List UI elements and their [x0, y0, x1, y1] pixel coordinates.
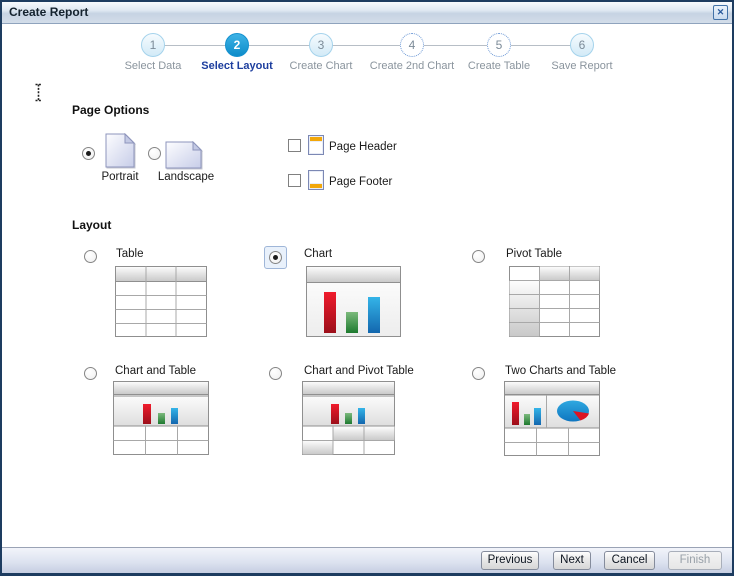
page-footer-checkbox[interactable] — [288, 174, 301, 187]
layout-pivot-table-thumbnail[interactable] — [509, 266, 600, 342]
layout-chart-and-pivot-radio[interactable] — [269, 367, 282, 380]
landscape-page-icon[interactable] — [165, 140, 203, 174]
step-create-2nd-chart: 4 Create 2nd Chart — [352, 33, 472, 72]
step-5-label: Create Table — [467, 60, 531, 72]
layout-chart-thumbnail[interactable] — [306, 266, 401, 342]
dialog-content: 1 Select Data 2 Select Layout 3 Create C… — [2, 24, 732, 547]
finish-button[interactable]: Finish — [668, 551, 722, 570]
step-select-data: 1 Select Data — [93, 33, 213, 72]
layout-chart-radio[interactable] — [269, 251, 282, 264]
dialog-titlebar: Create Report ✕ — [2, 2, 732, 24]
page-options-heading: Page Options — [72, 103, 150, 117]
layout-table-thumbnail[interactable] — [115, 266, 207, 342]
layout-chart-focus — [264, 246, 287, 269]
step-4-circle: 4 — [400, 33, 424, 57]
layout-table-label[interactable]: Table — [116, 248, 144, 260]
step-3-circle: 3 — [309, 33, 333, 57]
layout-two-charts-and-table-label[interactable]: Two Charts and Table — [505, 365, 617, 377]
portrait-radio[interactable] — [82, 147, 95, 160]
layout-pivot-table-label[interactable]: Pivot Table — [506, 248, 563, 260]
step-6-label: Save Report — [551, 60, 613, 72]
layout-chart-label[interactable]: Chart — [304, 248, 333, 260]
step-save-report: 6 Save Report — [522, 33, 642, 72]
step-create-table: 5 Create Table — [439, 33, 559, 72]
landscape-radio[interactable] — [148, 147, 161, 160]
layout-chart-and-table-label[interactable]: Chart and Table — [115, 365, 196, 377]
layout-two-charts-and-table-thumbnail[interactable] — [504, 381, 600, 461]
step-5-circle: 5 — [487, 33, 511, 57]
step-6-circle: 6 — [570, 33, 594, 57]
cancel-button[interactable]: Cancel — [604, 551, 655, 570]
dialog-footer: Previous Next Cancel Finish — [2, 547, 732, 573]
step-4-label: Create 2nd Chart — [369, 60, 455, 72]
page-footer-icon — [308, 170, 324, 195]
layout-chart-and-table-radio[interactable] — [84, 367, 97, 380]
layout-table-radio[interactable] — [84, 250, 97, 263]
landscape-label[interactable]: Landscape — [157, 171, 215, 183]
steps-connector — [153, 45, 582, 46]
portrait-page-icon[interactable] — [105, 132, 136, 173]
close-icon[interactable]: ✕ — [713, 5, 728, 20]
text-cursor-icon — [32, 83, 45, 108]
page-header-label[interactable]: Page Header — [329, 141, 397, 153]
layout-chart-and-table-thumbnail[interactable] — [113, 381, 209, 460]
page-header-checkbox[interactable] — [288, 139, 301, 152]
dialog-title: Create Report — [9, 5, 89, 19]
next-button[interactable]: Next — [553, 551, 591, 570]
layout-two-charts-and-table-radio[interactable] — [472, 367, 485, 380]
step-create-chart: 3 Create Chart — [261, 33, 381, 72]
step-2-label: Select Layout — [201, 60, 273, 72]
step-2-circle: 2 — [225, 33, 249, 57]
layout-heading: Layout — [72, 218, 112, 232]
layout-chart-and-pivot-label[interactable]: Chart and Pivot Table — [304, 365, 414, 377]
step-3-label: Create Chart — [289, 60, 353, 72]
step-1-label: Select Data — [124, 60, 182, 72]
layout-chart-and-pivot-thumbnail[interactable] — [302, 381, 395, 460]
step-1-circle: 1 — [141, 33, 165, 57]
portrait-label[interactable]: Portrait — [101, 171, 139, 183]
previous-button[interactable]: Previous — [481, 551, 539, 570]
page-footer-label[interactable]: Page Footer — [329, 176, 393, 188]
page-header-icon — [308, 135, 324, 160]
step-select-layout: 2 Select Layout — [177, 33, 297, 72]
layout-pivot-table-radio[interactable] — [472, 250, 485, 263]
